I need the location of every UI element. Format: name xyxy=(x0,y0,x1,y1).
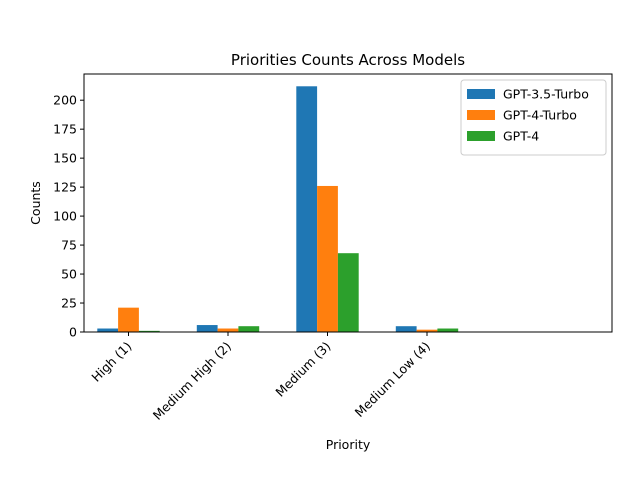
bar-gpt-3-5-turbo-2 xyxy=(296,86,318,332)
plot-frame xyxy=(83,73,613,333)
bar-gpt-4-3 xyxy=(437,328,459,332)
y-tick-label: 125 xyxy=(53,180,77,195)
bar-gpt-3-5-turbo-1 xyxy=(196,325,218,332)
bar-gpt-4-1 xyxy=(238,326,260,332)
bars-group xyxy=(97,86,459,332)
y-tick-label: 0 xyxy=(69,325,77,340)
x-tick-label: Medium Low (4) xyxy=(352,339,434,421)
bar-gpt-4-0 xyxy=(138,330,160,332)
bar-gpt-4-turbo-0 xyxy=(118,307,139,332)
legend-label: GPT-4 xyxy=(503,129,539,144)
bar-gpt-4-turbo-2 xyxy=(317,185,338,332)
y-axis: 0 25 50 75 100 125 150 175 200 xyxy=(53,93,84,340)
legend: GPT-3.5-Turbo GPT-4-Turbo GPT-4 xyxy=(460,79,607,156)
bar-gpt-3-5-turbo-0 xyxy=(97,328,119,332)
y-tick-label: 100 xyxy=(53,209,77,224)
x-axis-title: Priority xyxy=(326,437,371,452)
bar-gpt-4-turbo-3 xyxy=(416,329,438,332)
y-tick-label: 200 xyxy=(53,93,77,108)
y-tick-label: 75 xyxy=(61,238,77,253)
x-axis: High (1) Medium High (2) Medium (3) Medium … xyxy=(88,332,433,423)
y-tick-label: 50 xyxy=(61,267,77,282)
legend-label: GPT-3.5-Turbo xyxy=(503,87,589,102)
bar-gpt-4-2 xyxy=(337,253,359,332)
x-tick-label: High (1) xyxy=(88,339,134,385)
legend-swatch xyxy=(467,131,495,141)
legend-swatch xyxy=(467,89,495,99)
y-tick-label: 150 xyxy=(53,151,77,166)
chart-title: Priorities Counts Across Models xyxy=(231,51,465,69)
y-axis-title: Counts xyxy=(28,181,43,225)
y-tick-label: 175 xyxy=(53,122,77,137)
legend-label: GPT-4-Turbo xyxy=(503,108,577,123)
legend-swatch xyxy=(467,110,495,120)
y-tick-label: 25 xyxy=(61,296,77,311)
x-tick-label: Medium High (2) xyxy=(150,339,234,423)
bar-gpt-3-5-turbo-3 xyxy=(395,326,417,332)
legend-box xyxy=(460,79,607,156)
bar-gpt-4-turbo-1 xyxy=(217,328,239,332)
x-tick-label: Medium (3) xyxy=(272,339,333,400)
